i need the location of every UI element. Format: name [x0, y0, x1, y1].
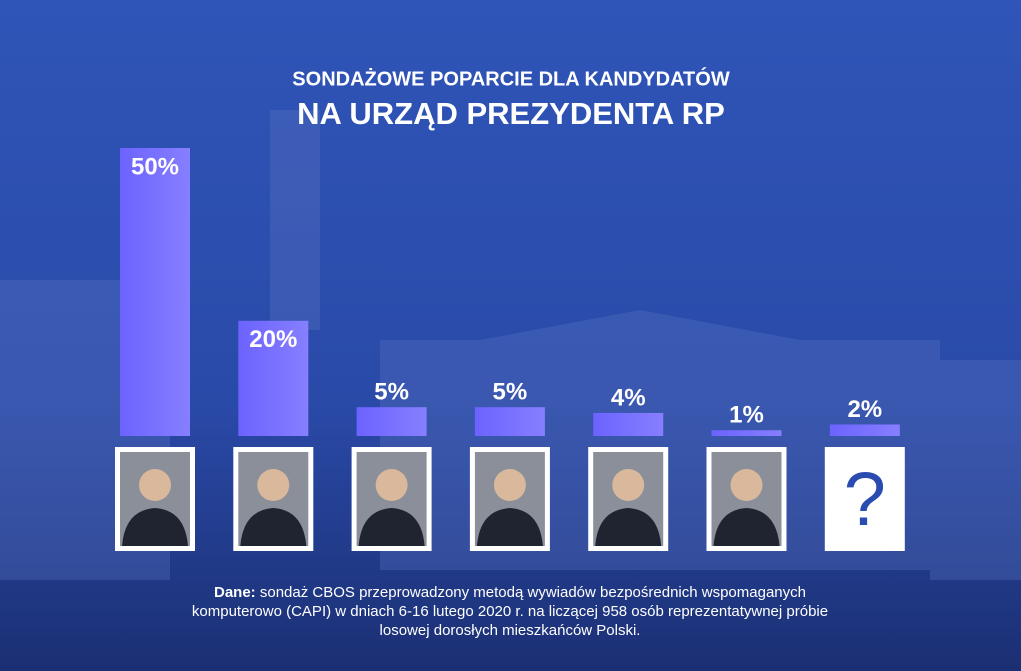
- bar-shine: [356, 407, 427, 436]
- bar-shine: [238, 320, 309, 436]
- photo-body: [358, 508, 425, 546]
- x-tick-label: ?: [844, 457, 886, 542]
- value-label: 5%: [374, 379, 409, 406]
- bar-shine: [593, 412, 664, 436]
- photo-head: [139, 469, 171, 501]
- bar-shine: [120, 148, 190, 436]
- photo-head: [375, 469, 408, 501]
- source-note: Dane: sondaż CBOS przeprowadzony metodą …: [180, 583, 840, 640]
- photo-head: [612, 469, 645, 501]
- photo-frame: [824, 447, 905, 551]
- photo-body: [122, 508, 188, 546]
- value-label: 1%: [729, 402, 764, 429]
- photo-body: [240, 508, 307, 546]
- photo-head: [493, 469, 526, 501]
- chart-title: NA URZĄD PREZYDENTA RP: [297, 96, 725, 131]
- value-label: 20%: [249, 326, 297, 353]
- bar-shine: [829, 424, 900, 436]
- value-label: 50%: [131, 153, 179, 180]
- bar-shine: [474, 407, 545, 436]
- value-label: 4%: [611, 384, 646, 411]
- note-text: sondaż CBOS przeprowadzony metodą wywiad…: [191, 584, 829, 639]
- photo-body: [713, 508, 780, 546]
- value-label: 5%: [493, 379, 528, 406]
- photo-body: [595, 508, 662, 546]
- photo-head: [730, 469, 763, 501]
- photo-body: [476, 508, 543, 546]
- value-label: 2%: [847, 396, 882, 423]
- bar-shine: [711, 430, 782, 436]
- note-label: Dane:: [214, 584, 256, 601]
- photo-head: [257, 469, 290, 501]
- chart-subtitle: SONDAŻOWE POPARCIE DLA KANDYDATÓW: [292, 66, 730, 90]
